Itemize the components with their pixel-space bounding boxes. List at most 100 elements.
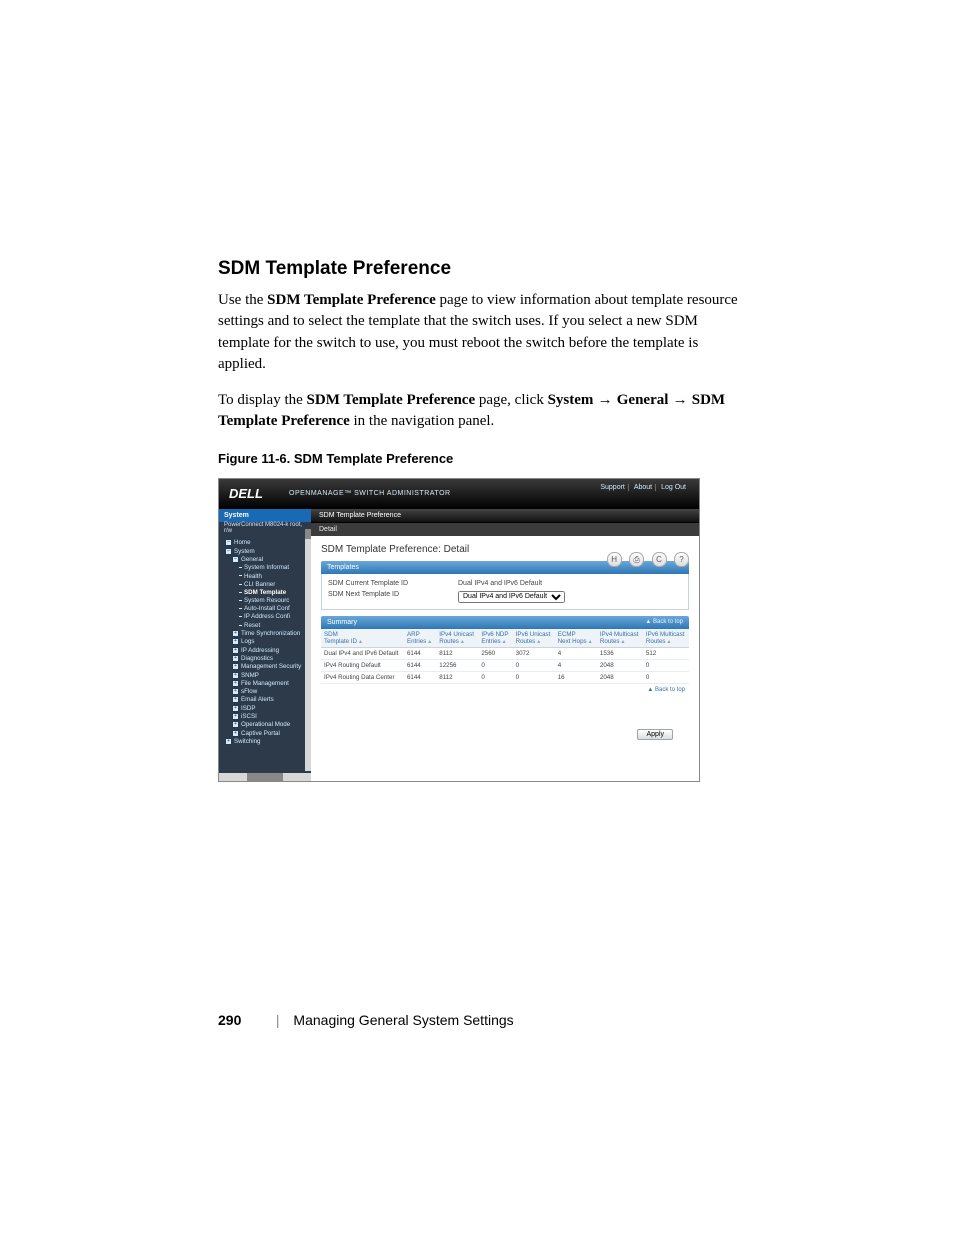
table-cell: 512 [643,647,689,659]
table-header[interactable]: IPv6 NDPEntries▲ [478,629,512,648]
tree-toggle-icon[interactable]: + [225,738,232,745]
nav-item[interactable]: –Home [225,539,311,547]
bold-term: SDM Template Preference [267,292,436,308]
tree-toggle-icon[interactable]: – [225,548,232,555]
nav-item-label[interactable]: File Management [241,680,289,687]
table-header[interactable]: ARPEntries▲ [404,629,436,648]
nav-item-label[interactable]: Management Security [241,663,301,670]
nav-item-label[interactable]: sFlow [241,688,257,695]
nav-scroll-thumb-h[interactable] [247,773,283,781]
nav-item-label[interactable]: Logs [241,638,254,645]
arrow-icon: → [593,391,616,408]
nav-item[interactable]: +Logs [225,638,311,646]
tree-toggle-icon[interactable]: + [232,638,239,645]
save-icon[interactable]: H [607,552,622,567]
nav-item[interactable]: CLI Banner [225,580,311,588]
next-template-select[interactable]: Dual IPv4 and IPv6 Default [458,591,565,603]
nav-item-label[interactable]: Diagnostics [241,655,273,662]
table-header[interactable]: IPv4 MulticastRoutes▲ [597,629,643,648]
table-header[interactable]: SDMTemplate ID▲ [321,629,404,648]
tree-toggle-icon[interactable]: + [232,672,239,679]
nav-item[interactable]: +Email Alerts [225,696,311,704]
page-number: 290 [218,1012,262,1028]
table-cell: 0 [478,659,512,671]
back-to-top-link[interactable]: ▲ Back to top [645,619,683,625]
nav-item-label[interactable]: Email Alerts [241,697,274,704]
text: Use the [218,292,267,308]
nav-item-label[interactable]: Captive Portal [241,730,280,737]
logout-link[interactable]: Log Out [658,484,689,491]
nav-item-label[interactable]: General [241,556,263,563]
tree-toggle-icon[interactable]: + [232,630,239,637]
table-header[interactable]: ECMPNext Hops▲ [555,629,597,648]
nav-item-label[interactable]: SNMP [241,672,259,679]
print-icon[interactable]: ⎙ [629,552,644,567]
tree-toggle-icon[interactable]: + [232,713,239,720]
footer-separator: | [266,1012,290,1028]
nav-item[interactable]: –System [225,547,311,555]
nav-item-label[interactable]: IP Addressing [241,647,279,654]
apply-button[interactable]: Apply [637,729,673,740]
about-link[interactable]: About [631,484,656,491]
nav-item[interactable]: +iSCSI [225,713,311,721]
nav-item-label[interactable]: System [234,548,255,555]
nav-item[interactable]: +SNMP [225,671,311,679]
section-heading: SDM Template Preference [218,258,738,280]
nav-item[interactable]: +IP Addressing [225,646,311,654]
nav-item[interactable]: +Switching [225,738,311,746]
nav-item[interactable]: Reset [225,621,311,629]
nav-item-label[interactable]: Operational Mode [241,722,290,729]
table-cell: 4 [555,647,597,659]
nav-item-label[interactable]: Health [244,573,262,580]
support-link[interactable]: Support [597,484,629,491]
tree-toggle-icon[interactable]: + [232,647,239,654]
nav-item[interactable]: +Management Security [225,663,311,671]
nav-item[interactable]: System Informat [225,564,311,572]
table-header[interactable]: IPv6 MulticastRoutes▲ [643,629,689,648]
table-header[interactable]: IPv6 UnicastRoutes▲ [513,629,555,648]
nav-item-label[interactable]: CLI Banner [244,581,275,588]
nav-item[interactable]: +sFlow [225,688,311,696]
tree-toggle-icon[interactable]: + [232,663,239,670]
tree-toggle-icon[interactable]: – [225,539,232,546]
tree-toggle-icon[interactable]: + [232,721,239,728]
nav-item-label[interactable]: System Resourc [244,597,289,604]
nav-item-label[interactable]: iSCSI [241,713,257,720]
nav-item[interactable]: +Diagnostics [225,654,311,662]
nav-item[interactable]: +Operational Mode [225,721,311,729]
nav-item[interactable]: +Time Synchronization [225,629,311,637]
tree-toggle-icon[interactable]: + [232,655,239,662]
nav-item[interactable]: +Captive Portal [225,729,311,737]
nav-item-label[interactable]: System Informat [244,564,289,571]
nav-item[interactable]: SDM Template [225,588,311,596]
nav-item[interactable]: +ISDP [225,704,311,712]
table-header[interactable]: IPv4 UnicastRoutes▲ [436,629,478,648]
nav-item[interactable]: System Resourc [225,597,311,605]
nav-tree[interactable]: System PowerConnect M8024-k root, r/w –H… [219,509,311,781]
nav-item-label[interactable]: Reset [244,622,260,629]
refresh-icon[interactable]: C [652,552,667,567]
nav-item[interactable]: –General [225,555,311,563]
top-links: Support About Log Out [597,484,689,491]
nav-item-label[interactable]: Auto-Install Conf [244,605,290,612]
tree-toggle-icon[interactable]: + [232,730,239,737]
help-icon[interactable]: ? [674,552,689,567]
nav-item-label[interactable]: SDM Template [244,589,286,596]
nav-item[interactable]: Auto-Install Conf [225,605,311,613]
table-cell: 0 [643,671,689,683]
nav-item[interactable]: Health [225,572,311,580]
nav-item-label[interactable]: Switching [234,738,260,745]
tree-toggle-icon[interactable]: + [232,705,239,712]
tree-toggle-icon[interactable]: + [232,688,239,695]
back-to-top-link[interactable]: ▲ Back to top [321,684,689,696]
nav-item-label[interactable]: Time Synchronization [241,630,300,637]
nav-item-label[interactable]: Home [234,540,251,547]
nav-item-label[interactable]: ISDP [241,705,255,712]
tree-toggle-icon[interactable]: – [232,556,239,563]
nav-item[interactable]: IP Address Confi [225,613,311,621]
tree-toggle-icon[interactable]: + [232,696,239,703]
summary-section-head: Summary ▲ Back to top [321,616,689,629]
nav-item[interactable]: +File Management [225,679,311,687]
nav-item-label[interactable]: IP Address Confi [244,613,290,620]
tree-toggle-icon[interactable]: + [232,680,239,687]
